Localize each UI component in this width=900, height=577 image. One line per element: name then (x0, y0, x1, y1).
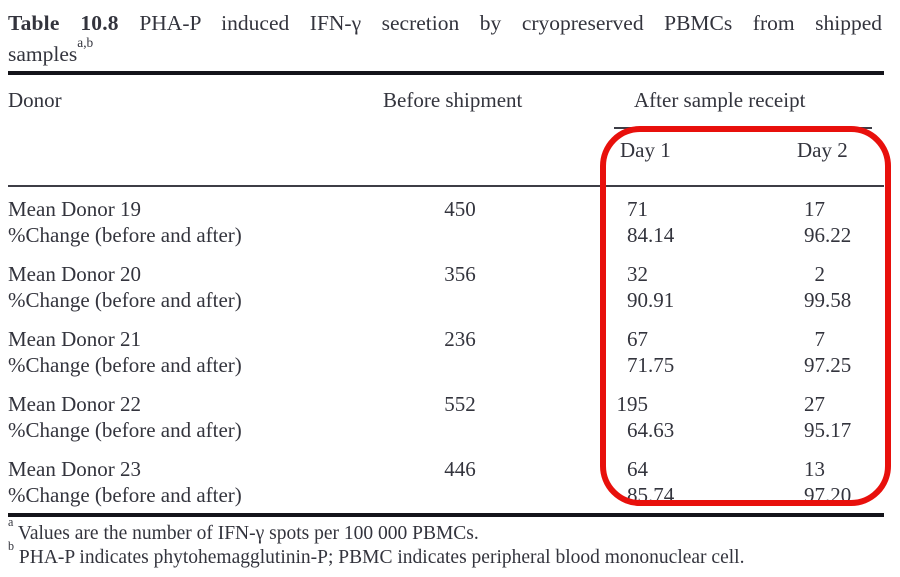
day2-value: 2 (814, 262, 826, 286)
donor-row-group: Mean Donor 19 450 71 17 %Change (before … (0, 196, 900, 248)
table-row: %Change (before and after) 64.63 95.17 (0, 417, 900, 443)
top-rule (8, 71, 884, 75)
table-row: %Change (before and after) 85.74 97.20 (0, 482, 900, 508)
before-empty (380, 222, 540, 248)
column-header-before-shipment: Before shipment (383, 88, 523, 112)
caption-superscript: a,b (77, 34, 94, 50)
before-empty (380, 417, 540, 443)
day2-change-value: 96.22 (804, 223, 852, 247)
day1-change-value: 85.74 (627, 483, 675, 507)
day2-change-value: 97.25 (804, 353, 852, 377)
day1-value: 71 (627, 197, 648, 221)
table-row: %Change (before and after) 71.75 97.25 (0, 352, 900, 378)
column-header-day2: Day 2 (797, 138, 848, 162)
footnote-b-marker: b (8, 539, 15, 554)
day2-change-value: 97.20 (804, 483, 852, 507)
day2-change-value: 95.17 (804, 418, 852, 442)
before-value: 236 (444, 327, 476, 351)
day1-change-value: 64.63 (627, 418, 675, 442)
donor-label: Mean Donor 20 (8, 262, 141, 286)
before-empty (380, 287, 540, 313)
column-header-after-receipt: After sample receipt (634, 88, 806, 112)
column-header-donor: Donor (8, 88, 62, 112)
before-value: 446 (444, 457, 476, 481)
table-row: Mean Donor 20 356 32 2 (0, 261, 900, 287)
change-label: %Change (before and after) (8, 223, 242, 247)
day1-value: 64 (627, 457, 648, 481)
day2-value: 17 (804, 197, 825, 221)
change-label: %Change (before and after) (8, 483, 242, 507)
table-row: Mean Donor 23 446 64 13 (0, 456, 900, 482)
donor-row-group: Mean Donor 22 552 195 27 %Change (before… (0, 391, 900, 443)
day1-change-value: 90.91 (627, 288, 675, 312)
table-caption-text: PHA-P induced IFN-γ secretion by cryopre… (139, 11, 883, 35)
table-row: Mean Donor 19 450 71 17 (0, 196, 900, 222)
before-empty (380, 482, 540, 508)
footnote-b-text: PHA-P indicates phytohemagglutinin-P; PB… (18, 547, 745, 568)
table-row: %Change (before and after) 90.91 99.58 (0, 287, 900, 313)
header-bottom-rule (8, 185, 884, 187)
bottom-rule (8, 513, 884, 517)
change-label: %Change (before and after) (8, 353, 242, 377)
day1-change-value: 84.14 (627, 223, 675, 247)
table-caption: Table 10.8 PHA-P induced IFN-γ secretion… (8, 8, 882, 70)
donor-label: Mean Donor 21 (8, 327, 141, 351)
day2-value: 13 (804, 457, 825, 481)
table-row: Mean Donor 22 552 195 27 (0, 391, 900, 417)
column-header-day1: Day 1 (620, 138, 671, 162)
change-label: %Change (before and after) (8, 418, 242, 442)
before-empty (380, 352, 540, 378)
table-body: Mean Donor 19 450 71 17 %Change (before … (0, 196, 900, 521)
table-caption-line1: Table 10.8 PHA-P induced IFN-γ secretion… (8, 8, 882, 39)
donor-row-group: Mean Donor 23 446 64 13 %Change (before … (0, 456, 900, 508)
table-row: %Change (before and after) 84.14 96.22 (0, 222, 900, 248)
footnote-a: a Values are the number of IFN-γ spots p… (8, 516, 479, 546)
donor-label: Mean Donor 22 (8, 392, 141, 416)
day1-value: 32 (627, 262, 648, 286)
before-value: 356 (444, 262, 476, 286)
donor-row-group: Mean Donor 20 356 32 2 %Change (before a… (0, 261, 900, 313)
day1-value: 195 (616, 392, 649, 416)
table-row: Mean Donor 21 236 67 7 (0, 326, 900, 352)
donor-label: Mean Donor 19 (8, 197, 141, 221)
donor-label: Mean Donor 23 (8, 457, 141, 481)
footnote-a-text: Values are the number of IFN-γ spots per… (17, 523, 479, 544)
change-label: %Change (before and after) (8, 288, 242, 312)
footnote-b: b PHA-P indicates phytohemagglutinin-P; … (8, 540, 745, 570)
day2-change-value: 99.58 (804, 288, 852, 312)
day1-change-value: 71.75 (627, 353, 675, 377)
table-number: Table 10.8 (8, 11, 119, 35)
footnote-a-marker: a (8, 515, 14, 530)
donor-row-group: Mean Donor 21 236 67 7 %Change (before a… (0, 326, 900, 378)
day2-value: 27 (804, 392, 825, 416)
table-caption-text2: samples (8, 42, 78, 66)
before-value: 450 (444, 197, 476, 221)
table-caption-line2: samplesa,b (8, 36, 882, 70)
before-value: 552 (444, 392, 476, 416)
after-receipt-spanner-rule (614, 127, 872, 129)
day1-value: 67 (627, 327, 648, 351)
day2-value: 7 (814, 327, 826, 351)
